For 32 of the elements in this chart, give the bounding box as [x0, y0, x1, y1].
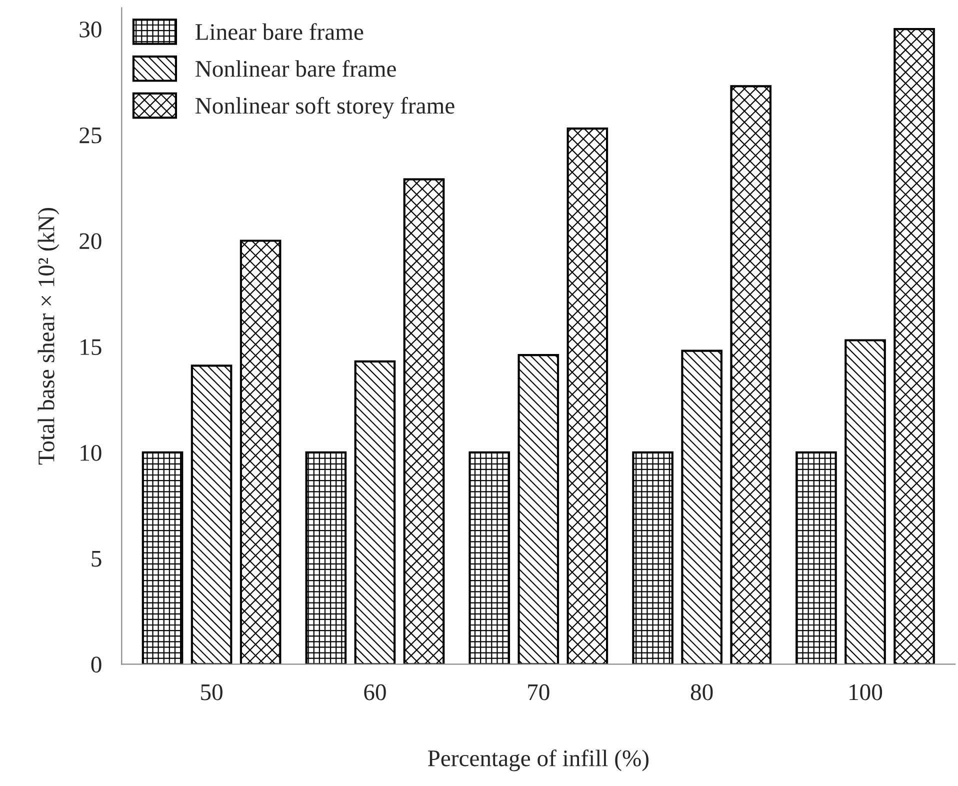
bar: [730, 85, 772, 664]
bar: [844, 339, 886, 664]
bar: [468, 451, 510, 664]
y-tick-label: 15: [80, 339, 102, 356]
bar: [190, 364, 232, 664]
y-tick-label: 10: [80, 444, 102, 461]
y-tick-label: 25: [80, 127, 102, 144]
bar: [894, 28, 935, 664]
bar: [681, 350, 722, 664]
x-axis-title: Percentage of infill (%): [428, 749, 648, 772]
bar: [518, 354, 560, 664]
bar: [403, 178, 445, 664]
bar: [566, 127, 608, 664]
y-tick-label: 20: [80, 233, 102, 250]
legend-label: Nonlinear bare frame: [196, 60, 396, 77]
x-tick-label: 50: [201, 684, 222, 700]
bar: [354, 360, 396, 664]
x-tick-label: 60: [364, 684, 386, 700]
legend-label: Linear bare frame: [196, 23, 364, 40]
bar: [796, 451, 837, 664]
bar: [142, 451, 184, 664]
x-tick-label: 80: [690, 684, 713, 700]
y-axis-title: Total base shear × 10² (kN): [38, 208, 60, 465]
x-tick-label: 100: [850, 684, 882, 700]
y-tick-label: 0: [91, 656, 102, 673]
bar: [632, 451, 674, 664]
bar: [305, 451, 347, 664]
bar: [240, 240, 282, 664]
legend-label: Nonlinear soft storey frame: [196, 96, 454, 119]
y-tick-label: 5: [92, 551, 102, 567]
y-tick-label: 30: [80, 22, 102, 38]
x-tick-label: 70: [528, 684, 550, 700]
